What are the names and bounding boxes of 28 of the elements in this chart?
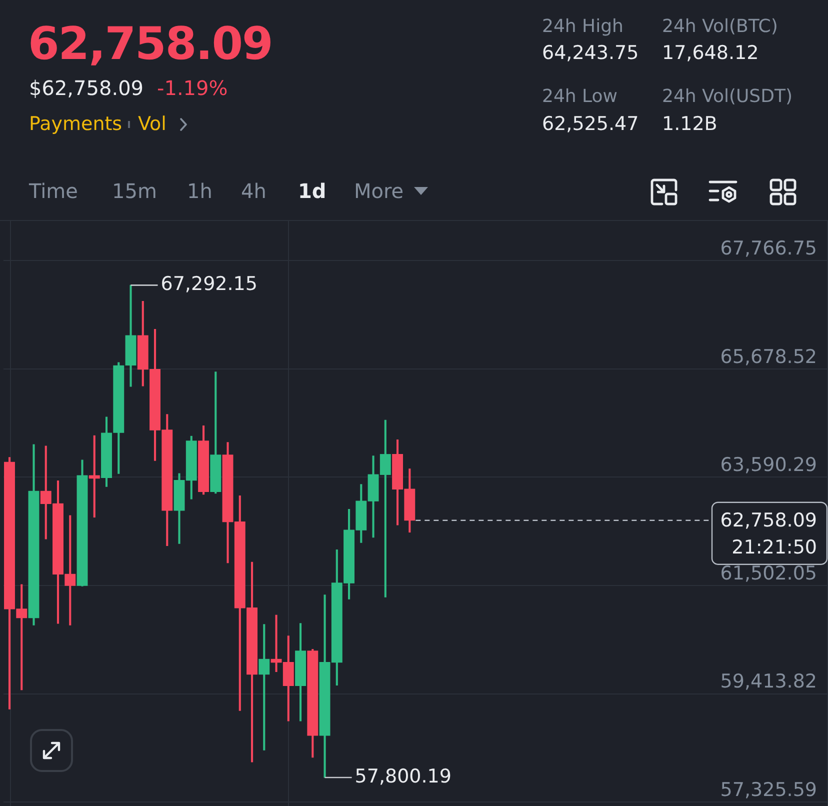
text: 24h Vol(BTC) bbox=[662, 16, 778, 37]
y-tick-label: 57,325.59 bbox=[720, 779, 817, 802]
ref-line-label: 62,758.09 21:21:50 bbox=[720, 509, 817, 558]
y-tick-label: 65,678.52 bbox=[720, 346, 817, 368]
chart-subtitle: $62,758.09 bbox=[29, 76, 144, 100]
text: 1d bbox=[298, 179, 326, 203]
text: -1.19% bbox=[157, 76, 228, 100]
text: Vol bbox=[138, 113, 166, 135]
text: More bbox=[354, 179, 404, 203]
y-tick-label: 63,590.29 bbox=[720, 454, 817, 476]
text: 24h Low bbox=[542, 86, 618, 107]
text: 24h High bbox=[542, 16, 624, 37]
text: Time bbox=[29, 179, 78, 203]
text: 24h Vol(USDT) bbox=[662, 86, 792, 107]
y-tick-label: 67,766.75 bbox=[720, 238, 817, 260]
text: 62,525.47 bbox=[542, 113, 639, 135]
annotation: 57,800.19 bbox=[354, 765, 452, 788]
annotation: 67,292.15 bbox=[160, 273, 258, 296]
text: 64,243.75 bbox=[542, 42, 639, 64]
text: 17,648.12 bbox=[662, 42, 759, 64]
text: 15m bbox=[112, 179, 157, 203]
text: 4h bbox=[241, 179, 266, 203]
y-tick-label: 61,502.05 bbox=[720, 562, 817, 584]
text: Payments bbox=[29, 113, 122, 135]
chart-title: 62,758.09 bbox=[28, 17, 272, 70]
y-tick-label: 59,413.82 bbox=[720, 670, 817, 693]
text: 1.12B bbox=[662, 113, 718, 135]
text: 1h bbox=[187, 179, 212, 203]
